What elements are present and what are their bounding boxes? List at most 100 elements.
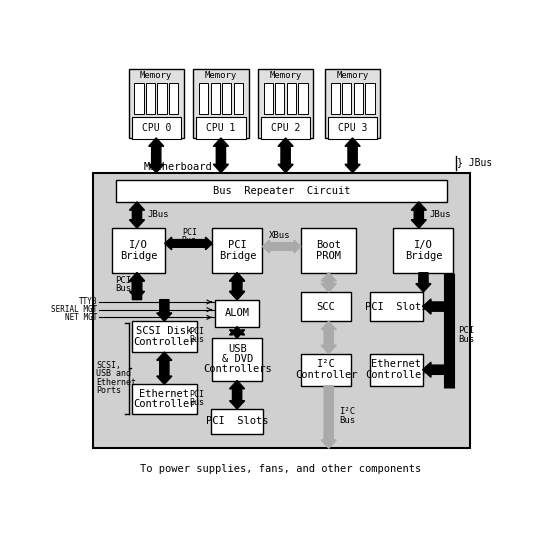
Polygon shape [321,321,337,354]
Bar [222,83,231,114]
Text: PCI: PCI [182,228,197,237]
Text: Bus: Bus [190,335,205,344]
Polygon shape [321,386,337,448]
Text: CPU 1: CPU 1 [206,123,236,133]
Bar [169,83,178,114]
Bar [258,69,313,138]
Text: I/O: I/O [414,240,433,250]
Text: PCI: PCI [190,390,205,399]
Text: Controller: Controller [365,370,428,380]
Text: Motherboard: Motherboard [143,162,212,172]
Bar [116,180,447,202]
Polygon shape [321,273,337,292]
Bar [301,228,356,273]
Polygon shape [214,138,228,173]
Bar [370,354,423,386]
Bar [158,83,167,114]
Bar [211,409,264,434]
Polygon shape [423,362,449,377]
Text: I²C: I²C [317,359,335,369]
Text: I²C: I²C [339,407,356,416]
Text: JBus: JBus [148,211,169,219]
Bar [328,117,377,139]
Polygon shape [157,352,172,384]
Bar [132,321,197,352]
Bar [146,83,155,114]
Text: Bridge: Bridge [219,251,256,261]
Text: ALOM: ALOM [225,308,250,318]
Text: Controller: Controller [133,400,195,409]
Polygon shape [262,240,301,253]
Polygon shape [130,202,144,228]
Text: NET MGT: NET MGT [65,313,98,322]
Polygon shape [278,138,293,173]
Polygon shape [229,327,245,338]
Polygon shape [165,237,212,250]
Bar [215,300,260,327]
Bar [197,117,245,139]
Text: CPU 3: CPU 3 [338,123,367,133]
Text: Controller: Controller [295,370,357,380]
Text: Memory: Memory [337,71,369,80]
Text: SCSI,: SCSI, [96,361,121,369]
Bar [212,338,262,381]
Bar [301,292,351,321]
Polygon shape [149,138,164,173]
Bar [132,384,197,414]
Polygon shape [130,273,144,300]
Text: PCI  Slots: PCI Slots [365,301,428,312]
Text: TTYB: TTYB [79,298,98,307]
Text: USB: USB [228,345,247,354]
Bar [234,83,243,114]
Text: Controller: Controller [133,337,195,347]
Text: Bus: Bus [339,416,356,425]
Text: USB and: USB and [96,369,131,378]
Text: Ports: Ports [96,386,121,395]
Bar [210,83,220,114]
Text: CPU 0: CPU 0 [142,123,171,133]
Bar [212,228,262,273]
Bar [394,228,453,273]
Text: Memory: Memory [270,71,302,80]
Text: Ethernet: Ethernet [96,377,136,387]
Bar [298,83,307,114]
Text: Ethernet: Ethernet [139,389,189,399]
Bar [193,69,249,138]
Polygon shape [423,299,449,314]
Text: } JBus: } JBus [457,158,492,167]
Polygon shape [157,300,172,321]
Text: Controllers: Controllers [203,364,272,374]
Text: Memory: Memory [205,71,237,80]
Bar [301,354,351,386]
Bar [199,83,208,114]
Text: PCI  Slots: PCI Slots [206,416,268,426]
Bar [93,173,470,448]
Text: PROM: PROM [316,251,341,261]
Bar [132,117,181,139]
Text: To power supplies, fans, and other components: To power supplies, fans, and other compo… [141,464,422,474]
Text: PCI: PCI [228,240,247,250]
Text: Bus  Repeater  Circuit: Bus Repeater Circuit [213,186,350,196]
Text: Bridge: Bridge [405,251,442,261]
Text: SCSI Disk: SCSI Disk [136,326,193,336]
Polygon shape [411,202,427,228]
Bar [370,292,423,321]
Bar [342,83,351,114]
Text: & DVD: & DVD [222,354,253,364]
Polygon shape [229,273,245,300]
Text: XBus: XBus [268,231,290,240]
Bar [135,83,143,114]
Text: Bus: Bus [115,285,132,293]
Bar [261,117,310,139]
Bar [287,83,296,114]
Polygon shape [229,273,245,300]
Text: SCC: SCC [317,301,335,312]
Text: Bus: Bus [458,335,474,344]
Text: JBus: JBus [429,211,451,219]
Text: SERIAL MGT: SERIAL MGT [52,305,98,314]
Polygon shape [130,273,144,300]
Bar [325,69,380,138]
Text: Bridge: Bridge [120,251,157,261]
Polygon shape [416,273,431,292]
Bar [365,83,374,114]
